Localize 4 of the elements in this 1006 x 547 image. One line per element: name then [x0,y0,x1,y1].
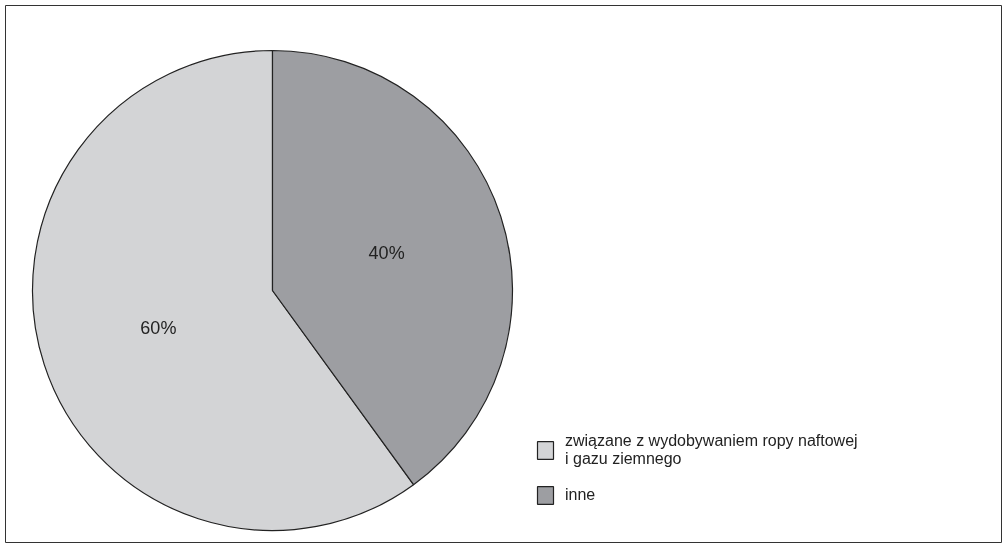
legend-label: inne [565,486,596,504]
data-label: 40% [368,243,405,264]
legend-label: związane z wydobywaniem ropy naftowej i gazu ziemnego [565,432,858,468]
data-label: 60% [140,317,177,338]
